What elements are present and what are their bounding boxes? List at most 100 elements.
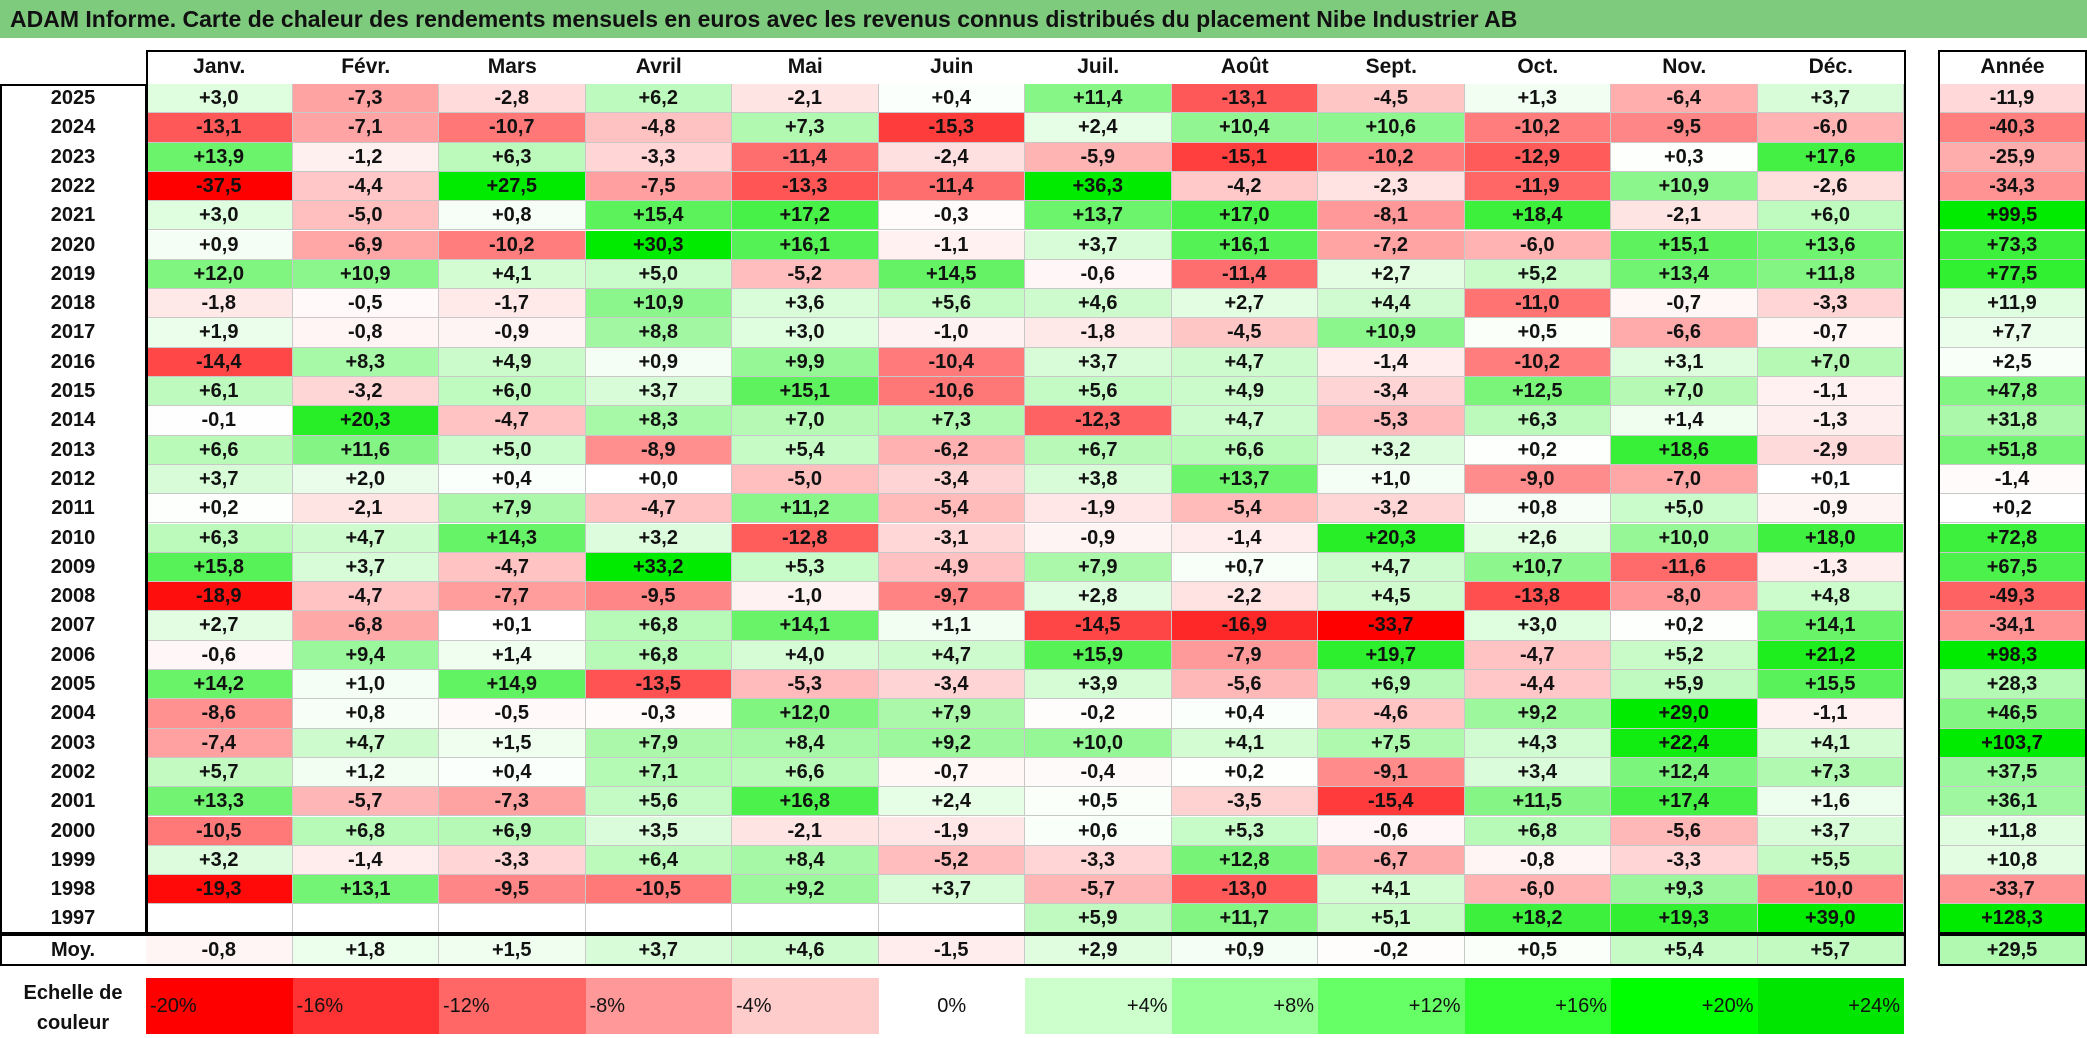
- heatmap-cell: -1,7: [439, 289, 586, 319]
- heatmap-cell: +7,0: [1757, 347, 1904, 377]
- heatmap-cell: +36,3: [1025, 171, 1172, 202]
- heatmap-cell: +9,4: [292, 640, 439, 670]
- heatmap-cell: +4,7: [292, 728, 439, 758]
- heatmap-cell: -0,2: [1025, 699, 1172, 729]
- heatmap-cell: -7,0: [1611, 464, 1758, 495]
- heatmap-cell: +10,6: [1318, 113, 1465, 143]
- avg-cell: +1,5: [439, 934, 586, 966]
- heatmap-cell: +17,6: [1757, 142, 1904, 172]
- heatmap-cell: -10,2: [1318, 142, 1465, 172]
- heatmap-cell: +0,0: [585, 464, 732, 495]
- annual-cell: +73,3: [1938, 230, 2087, 260]
- heatmap-cell: +13,3: [146, 787, 293, 817]
- heatmap-cell: +6,8: [292, 816, 439, 846]
- avg-cell: +0,9: [1171, 934, 1318, 966]
- heatmap-cell: +16,8: [732, 787, 879, 817]
- heatmap-cell: [146, 904, 293, 934]
- heatmap-cell: +0,4: [878, 84, 1025, 114]
- annual-cell: +11,8: [1938, 816, 2087, 846]
- heatmap-cell: -9,5: [585, 582, 732, 612]
- heatmap-cell: -1,0: [732, 582, 879, 612]
- title-bar: ADAM Informe. Carte de chaleur des rende…: [0, 0, 2087, 38]
- heatmap-cell: -4,7: [439, 552, 586, 583]
- heatmap-cell: -5,7: [1025, 875, 1172, 905]
- heatmap-cell: +0,6: [1025, 816, 1172, 846]
- month-header: Déc.: [1757, 50, 1904, 84]
- heatmap-cell: +18,2: [1464, 904, 1611, 934]
- chart-title: ADAM Informe. Carte de chaleur des rende…: [10, 6, 1518, 32]
- heatmap-cell: +16,1: [732, 230, 879, 260]
- heatmap-cell: +1,0: [292, 670, 439, 700]
- heatmap-cell: -6,4: [1611, 84, 1758, 114]
- avg-cell: +1,8: [292, 934, 439, 966]
- heatmap-cell: -2,9: [1757, 435, 1904, 465]
- heatmap-cell: +0,4: [439, 464, 586, 495]
- heatmap-cell: +6,7: [1025, 435, 1172, 465]
- color-scale-step: +8%: [1171, 978, 1318, 1034]
- year-label: 2008: [0, 582, 146, 612]
- heatmap-cell: +0,7: [1171, 552, 1318, 583]
- heatmap-cell: +29,0: [1611, 699, 1758, 729]
- year-label: 2005: [0, 670, 146, 700]
- annual-cell: -34,3: [1938, 171, 2087, 202]
- heatmap-cell: +30,3: [585, 230, 732, 260]
- heatmap-cell: +8,8: [585, 318, 732, 348]
- year-label: 2017: [0, 318, 146, 348]
- heatmap-cell: -3,4: [878, 464, 1025, 495]
- heatmap-cell: +9,2: [732, 875, 879, 905]
- heatmap-cell: -0,9: [1757, 494, 1904, 524]
- heatmap-cell: +14,3: [439, 523, 586, 553]
- year-label: 2025: [0, 84, 146, 114]
- heatmap-cell: -8,1: [1318, 201, 1465, 231]
- month-header: Juil.: [1025, 50, 1172, 84]
- heatmap-cell: -7,4: [146, 728, 293, 758]
- heatmap-cell: -7,3: [439, 787, 586, 817]
- heatmap-cell: +1,4: [439, 640, 586, 670]
- heatmap-cell: -3,3: [1025, 845, 1172, 876]
- heatmap-cell: +5,4: [732, 435, 879, 465]
- heatmap-cell: +2,0: [292, 464, 439, 495]
- heatmap-cell: -9,0: [1464, 464, 1611, 495]
- heatmap-cell: -11,9: [1464, 171, 1611, 202]
- heatmap-cell: -0,8: [1464, 845, 1611, 876]
- heatmap-cell: -0,6: [146, 640, 293, 670]
- annual-cell: +99,5: [1938, 201, 2087, 231]
- heatmap-cell: +5,2: [1464, 259, 1611, 290]
- heatmap-cell: +3,5: [585, 816, 732, 846]
- heatmap-cell: -6,2: [878, 435, 1025, 465]
- color-scale-step: +20%: [1611, 978, 1758, 1034]
- heatmap-cell: -9,7: [878, 582, 1025, 612]
- heatmap-cell: -1,9: [878, 816, 1025, 846]
- heatmap-cell: -0,3: [585, 699, 732, 729]
- heatmap-cell: -15,4: [1318, 787, 1465, 817]
- year-label: 2012: [0, 464, 146, 495]
- color-scale-step: -20%: [146, 978, 293, 1034]
- year-label: 1999: [0, 845, 146, 876]
- annual-cell: +31,8: [1938, 406, 2087, 436]
- heatmap-cell: -4,8: [585, 113, 732, 143]
- heatmap-cell: -1,1: [1757, 377, 1904, 407]
- heatmap-cell: +15,1: [1611, 230, 1758, 260]
- heatmap-cell: +5,0: [585, 259, 732, 290]
- heatmap-cell: +6,1: [146, 377, 293, 407]
- heatmap-cell: +15,1: [732, 377, 879, 407]
- heatmap-cell: +6,9: [1318, 670, 1465, 700]
- heatmap-cell: +3,7: [292, 552, 439, 583]
- annual-cell: +51,8: [1938, 435, 2087, 465]
- heatmap-cell: +0,4: [1171, 699, 1318, 729]
- heatmap-cell: +5,0: [1611, 494, 1758, 524]
- annual-cell: +37,5: [1938, 757, 2087, 788]
- heatmap-cell: +9,2: [878, 728, 1025, 758]
- heatmap-cell: +0,4: [439, 757, 586, 788]
- heatmap-cell: +11,4: [1025, 84, 1172, 114]
- heatmap-cell: +0,2: [1611, 611, 1758, 641]
- heatmap-cell: +17,4: [1611, 787, 1758, 817]
- heatmap-cell: -11,4: [1171, 259, 1318, 290]
- heatmap-cell: -0,6: [1025, 259, 1172, 290]
- heatmap-cell: +1,3: [1464, 84, 1611, 114]
- heatmap-cell: -3,3: [1757, 289, 1904, 319]
- heatmap-cell: +3,7: [1757, 816, 1904, 846]
- heatmap-cell: +4,7: [1171, 347, 1318, 377]
- heatmap-cell: -7,3: [292, 84, 439, 114]
- heatmap-cell: +4,7: [1318, 552, 1465, 583]
